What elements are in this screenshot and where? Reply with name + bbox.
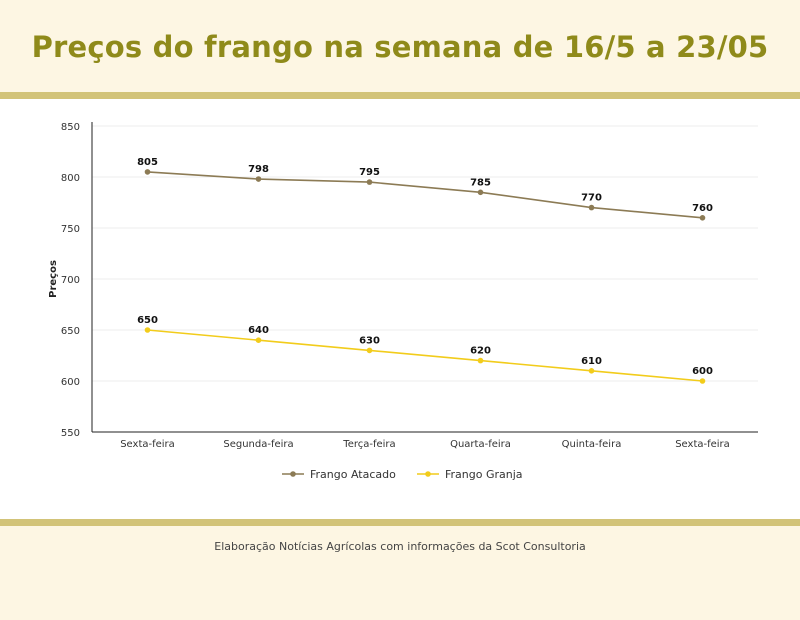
- header: Preços do frango na semana de 16/5 a 23/…: [0, 0, 800, 92]
- data-label: 770: [581, 193, 602, 204]
- data-label: 650: [137, 315, 158, 326]
- data-label: 795: [359, 167, 380, 178]
- x-tick-label: Quinta-feira: [562, 439, 622, 450]
- data-point: [477, 189, 484, 196]
- data-point: [699, 215, 706, 221]
- bottom-divider: [0, 519, 800, 526]
- data-label: 640: [248, 325, 269, 336]
- data-point: [144, 327, 151, 333]
- data-point: [366, 347, 373, 354]
- y-tick-label: 600: [61, 377, 80, 388]
- series-line-2: [147, 329, 703, 382]
- x-tick-label: Terça-feira: [342, 439, 395, 450]
- data-point: [588, 368, 595, 374]
- y-tick-label: 550: [61, 428, 80, 439]
- legend-marker: [290, 471, 296, 477]
- data-label: 630: [359, 335, 380, 346]
- x-tick-label: Sexta-feira: [675, 439, 730, 450]
- y-tick-label: 750: [61, 224, 80, 235]
- x-tick-label: Sexta-feira: [120, 439, 175, 450]
- data-label: 805: [137, 157, 158, 168]
- data-point: [144, 169, 151, 175]
- data-point: [255, 337, 262, 343]
- data-label: 798: [248, 164, 269, 175]
- chart-title: Preços do frango na semana de 16/5 a 23/…: [31, 30, 769, 64]
- top-divider: [0, 92, 800, 99]
- line-chart: 550 600 650 700 750 800 850 Sexta-feira Segunda-…: [48, 122, 758, 481]
- data-point: [366, 179, 373, 185]
- legend-label: Frango Granja: [445, 468, 523, 481]
- data-label: 760: [692, 203, 713, 214]
- data-label: 610: [581, 356, 602, 367]
- data-point: [477, 357, 484, 364]
- y-tick-label: 850: [61, 122, 80, 133]
- data-point: [699, 378, 706, 384]
- legend-label: Frango Atacado: [310, 468, 396, 481]
- data-point: [255, 176, 262, 182]
- y-axis-label: Preços: [48, 260, 59, 298]
- legend-marker: [425, 471, 431, 477]
- data-label: 785: [470, 177, 491, 188]
- source-credit: Elaboração Notícias Agrícolas com inform…: [214, 540, 586, 553]
- data-label: 600: [692, 366, 713, 377]
- y-tick-label: 700: [61, 275, 80, 286]
- x-tick-label: Quarta-feira: [450, 439, 511, 450]
- data-label: 620: [470, 346, 491, 357]
- data-point: [588, 204, 595, 211]
- x-tick-label: Segunda-feira: [223, 439, 293, 450]
- plot-area: 550 600 650 700 750 800 850 Sexta-feira Segunda-…: [0, 99, 800, 519]
- y-tick-label: 650: [61, 326, 80, 337]
- footer: Elaboração Notícias Agrícolas com inform…: [0, 526, 800, 620]
- series-line-1: [147, 171, 703, 219]
- y-tick-label: 800: [61, 173, 80, 184]
